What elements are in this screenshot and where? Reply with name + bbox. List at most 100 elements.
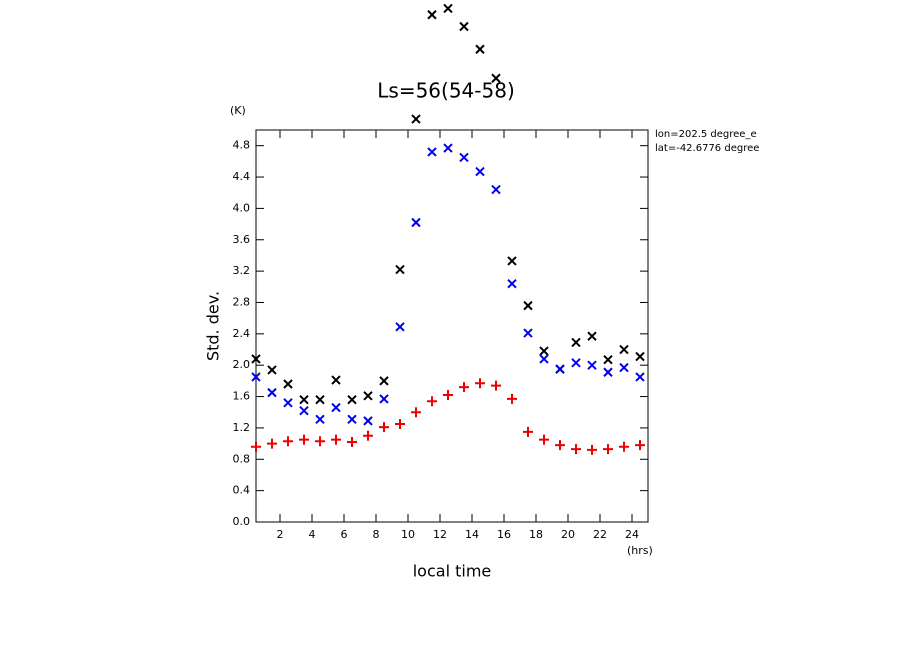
y-tick-label: 4.4 [233, 170, 251, 183]
point [267, 387, 277, 398]
point [539, 346, 549, 356]
y-tick-label: 0.0 [233, 515, 251, 528]
x-tick-label: 20 [561, 528, 575, 541]
point [619, 362, 629, 373]
x-tick-label: 24 [625, 528, 639, 541]
x-tick-label: 12 [433, 528, 447, 541]
point [619, 441, 629, 452]
point [491, 73, 501, 83]
point [251, 354, 261, 364]
x-tick-label: 18 [529, 528, 543, 541]
y-axis-title: Std. dev. [204, 291, 223, 361]
point [523, 328, 533, 338]
point [507, 393, 517, 404]
y-tick-label: 0.8 [233, 452, 251, 465]
point [507, 278, 517, 289]
point [571, 358, 581, 368]
point [523, 300, 533, 311]
y-tick-label: 4.8 [233, 139, 251, 152]
point [379, 422, 389, 433]
point [299, 405, 309, 416]
point [539, 354, 549, 364]
x-unit: (hrs) [627, 544, 653, 557]
point [411, 217, 421, 228]
y-tick-label: 4.0 [233, 201, 251, 214]
point [299, 394, 309, 405]
point [539, 434, 549, 445]
point [395, 264, 405, 275]
point [635, 372, 645, 382]
point [299, 434, 309, 445]
point [523, 426, 533, 437]
point [315, 436, 325, 447]
point [427, 147, 437, 157]
point [619, 344, 629, 355]
point [443, 389, 453, 400]
chart-title: Ls=56(54-58) [377, 79, 515, 103]
point [555, 440, 565, 451]
point [251, 372, 261, 382]
point [267, 438, 277, 449]
point [331, 375, 341, 385]
point [587, 360, 597, 370]
point [363, 430, 373, 441]
point [411, 407, 421, 418]
x-axis-title: local time [413, 562, 492, 581]
y-tick-label: 2.4 [233, 327, 251, 340]
point [267, 365, 277, 375]
point [283, 379, 293, 389]
point [635, 440, 645, 451]
point [475, 378, 485, 389]
point [363, 391, 373, 401]
point [443, 3, 453, 14]
x-tick-label: 2 [277, 528, 284, 541]
point [507, 256, 517, 266]
point [331, 402, 341, 413]
point [443, 143, 453, 153]
x-tick-label: 4 [309, 528, 316, 541]
point [491, 184, 501, 195]
x-tick-label: 14 [465, 528, 479, 541]
y-tick-label: 2.8 [233, 295, 251, 308]
point [603, 355, 613, 365]
x-tick-label: 8 [373, 528, 380, 541]
point [475, 44, 485, 54]
point [395, 419, 405, 429]
point [283, 436, 293, 447]
point [459, 152, 469, 163]
y-tick-label: 1.2 [233, 421, 251, 434]
point [427, 10, 437, 20]
y-tick-label: 0.4 [233, 484, 251, 497]
point [315, 414, 325, 425]
point [603, 444, 613, 455]
point [571, 337, 581, 348]
point [347, 394, 357, 405]
point [379, 376, 389, 386]
point [459, 21, 469, 32]
plot-frame [255, 129, 649, 523]
point [571, 444, 581, 455]
point [331, 434, 341, 445]
y-tick-label: 3.2 [233, 264, 251, 277]
x-tick-label: 6 [341, 528, 348, 541]
point [315, 394, 325, 405]
point [379, 394, 389, 404]
point [475, 166, 485, 177]
y-tick-label: 1.6 [233, 390, 251, 403]
point [587, 444, 597, 455]
point [363, 416, 373, 426]
point [459, 382, 469, 393]
point [251, 441, 261, 452]
point [395, 322, 405, 332]
point [427, 396, 437, 407]
point [603, 367, 613, 377]
x-tick-label: 22 [593, 528, 607, 541]
annotation: lat=-42.6776 degree [655, 143, 759, 154]
point [491, 380, 501, 391]
point [555, 364, 565, 374]
point [347, 437, 357, 448]
point [347, 414, 357, 425]
x-tick-label: 16 [497, 528, 511, 541]
